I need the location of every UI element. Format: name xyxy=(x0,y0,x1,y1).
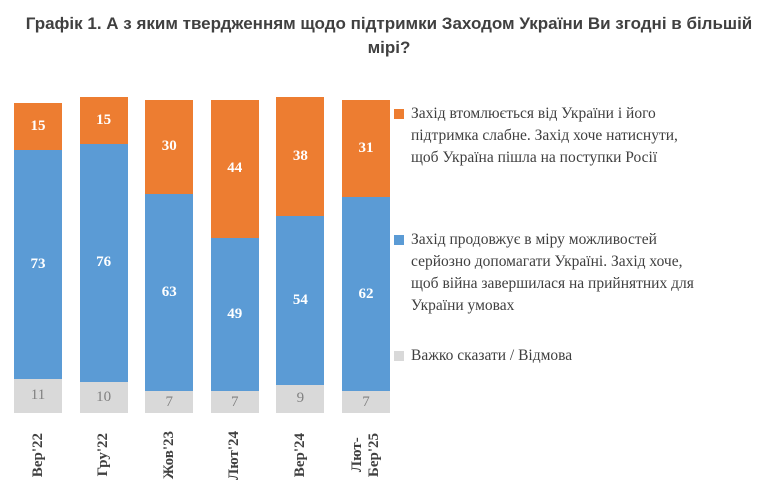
bar-segment: 9 xyxy=(276,384,325,413)
bar-segment: 63 xyxy=(145,193,194,392)
x-axis-label-text: Вер'24 xyxy=(291,432,308,478)
bar-segment: 54 xyxy=(276,215,325,385)
bar-segment: 30 xyxy=(145,100,194,194)
bar-segment: 38 xyxy=(276,96,325,216)
x-axis-label: Вер'24 xyxy=(276,416,324,494)
x-axis-label: Лют'24 xyxy=(211,416,259,494)
legend: Захід втомлюється від України і його під… xyxy=(394,0,774,495)
x-axis-label: Гру'22 xyxy=(80,416,128,494)
bar-3: 7 63 30 xyxy=(145,100,194,413)
bar-segment: 49 xyxy=(210,237,259,392)
legend-item-label: Захід продовжує в міру можливостей серйо… xyxy=(411,231,694,314)
bar-segment: 15 xyxy=(79,96,128,144)
bar-2: 10 76 15 xyxy=(79,96,128,413)
x-axis-label: Вер'22 xyxy=(14,416,62,494)
bar-4: 7 49 44 xyxy=(210,100,259,413)
x-axis-label-text: Вер'22 xyxy=(29,432,46,478)
chart-title: Графік 1. А з яким твердженням щодо підт… xyxy=(25,14,753,57)
bar-segment: 7 xyxy=(145,391,194,413)
bar-segment: 7 xyxy=(342,391,390,413)
x-axis-label: Жов'23 xyxy=(145,416,193,494)
bar-segment: 44 xyxy=(210,100,259,238)
legend-item-label: Захід втомлюється від України і його під… xyxy=(411,105,678,166)
plot-area: 11 73 15 10 76 15 7 63 30 7 49 44 9 54 38 7 62 31 xyxy=(14,90,394,413)
x-axis-label: Лют- Бер'25 xyxy=(342,416,390,494)
legend-item-west-tiring: Захід втомлюється від України і його під… xyxy=(394,103,678,169)
blue-square-icon xyxy=(394,235,404,245)
bar-segment: 15 xyxy=(14,103,62,151)
legend-item-label: Важко сказати / Відмова xyxy=(411,347,573,364)
legend-item-hard-to-say: Важко сказати / Відмова xyxy=(394,345,572,367)
bar-segment: 11 xyxy=(14,378,62,413)
bar-5: 9 54 38 xyxy=(276,96,325,413)
bar-6: 7 62 31 xyxy=(342,100,390,413)
bar-segment: 73 xyxy=(14,150,62,379)
orange-square-icon xyxy=(394,109,404,119)
bar-segment: 10 xyxy=(79,381,128,413)
bar-segment: 7 xyxy=(210,391,259,413)
gray-square-icon xyxy=(394,351,404,361)
bar-segment: 31 xyxy=(342,100,390,198)
bar-segment: 62 xyxy=(342,197,390,392)
x-axis-label-text: Лют'24 xyxy=(226,430,243,480)
x-axis-labels: Вер'22 Гру'22 Жов'23 Лют'24 Вер'24 Лют- Бер'2… xyxy=(14,416,394,494)
x-axis-label-text: Гру'22 xyxy=(95,433,112,477)
x-axis-label-text: Лют- Бер'25 xyxy=(349,432,382,478)
legend-item-west-continues: Захід продовжує в міру можливостей серйо… xyxy=(394,229,694,317)
bar-segment: 76 xyxy=(79,143,128,382)
x-axis-label-text: Жов'23 xyxy=(160,430,177,480)
bar-1: 11 73 15 xyxy=(14,103,62,413)
